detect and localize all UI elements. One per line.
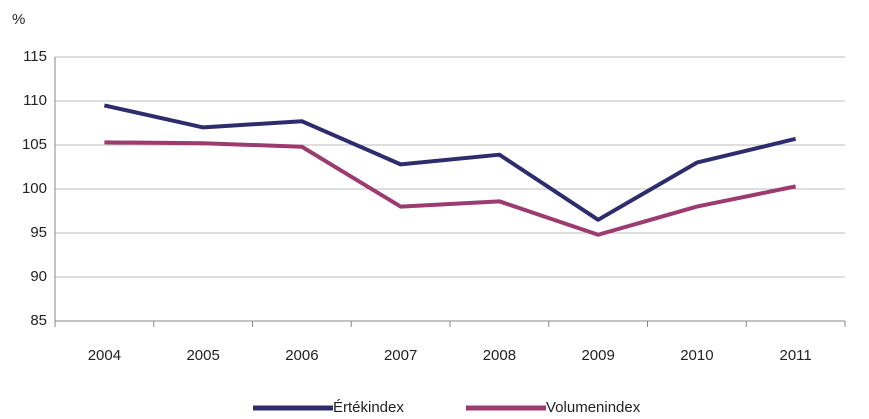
y-tick-label: 110 bbox=[23, 92, 47, 109]
y-tick-label: 115 bbox=[23, 48, 47, 65]
legend-label: Volumenindex bbox=[546, 399, 641, 416]
x-tick-label: 2008 bbox=[483, 347, 516, 364]
y-tick-label: 100 bbox=[22, 180, 47, 197]
y-tick-label: 90 bbox=[30, 268, 47, 285]
y-tick-label: 95 bbox=[30, 224, 47, 241]
x-tick-label: 2009 bbox=[581, 347, 614, 364]
series-line bbox=[103, 103, 797, 222]
x-tick-label: 2010 bbox=[680, 347, 713, 364]
x-tick-label: 2007 bbox=[384, 347, 417, 364]
x-tick-label: 2011 bbox=[779, 347, 811, 364]
x-tick-label: 2006 bbox=[285, 347, 318, 364]
y-tick-label: 85 bbox=[30, 312, 47, 329]
y-tick-label: 105 bbox=[22, 136, 47, 153]
legend-label: Értékindex bbox=[333, 399, 404, 416]
x-tick-label: 2005 bbox=[186, 347, 219, 364]
y-unit: % bbox=[12, 11, 25, 28]
series-line bbox=[104, 140, 797, 237]
x-tick-label: 2004 bbox=[88, 347, 121, 364]
